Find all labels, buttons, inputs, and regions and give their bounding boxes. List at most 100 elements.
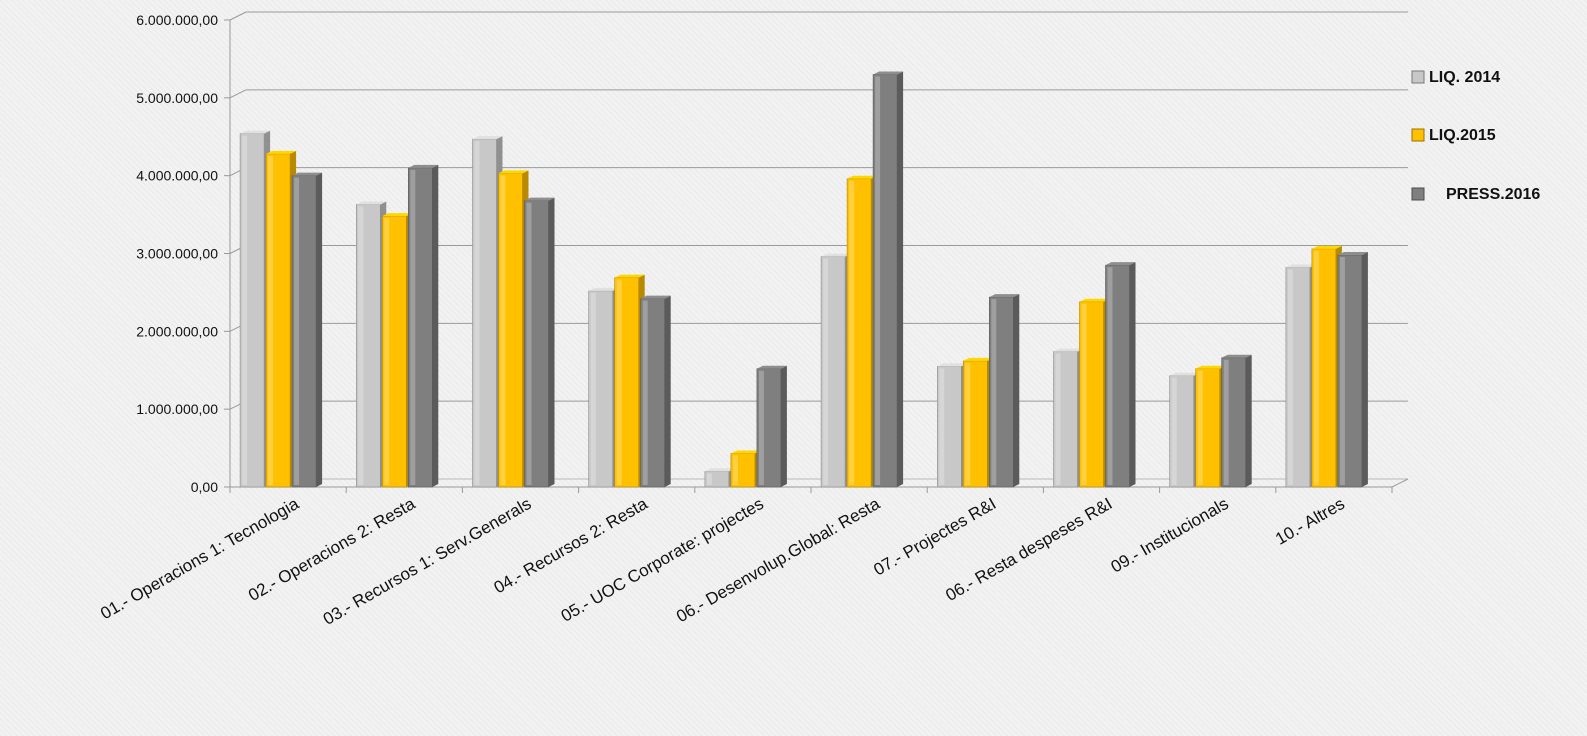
bar-highlight: [965, 362, 971, 485]
bar-highlight: [1223, 359, 1229, 485]
bar-top: [498, 170, 529, 174]
bar-highlight: [1339, 257, 1345, 485]
bar: [820, 256, 846, 488]
bar-highlight: [939, 368, 945, 485]
y-tick-label: 5.000.000,00: [136, 90, 218, 106]
bar: [1053, 351, 1078, 488]
bar-side: [664, 295, 671, 487]
legend-label: LIQ.2015: [1429, 127, 1496, 144]
bar: [1221, 357, 1246, 488]
bar-highlight: [294, 177, 300, 485]
bar-top: [408, 164, 439, 168]
bar-side: [780, 365, 787, 487]
bar-top: [524, 197, 555, 201]
bar: [355, 204, 381, 488]
bar: [1195, 368, 1220, 488]
y-tick-label: 6.000.000,00: [136, 12, 218, 28]
bar: [239, 133, 265, 488]
bar-top: [640, 295, 671, 299]
bar-top: [1079, 298, 1110, 302]
bar-highlight: [242, 135, 248, 486]
legend-swatch: [1411, 128, 1425, 142]
bar-highlight: [1287, 269, 1293, 485]
category-label: 06.- Desenvolup.Global: Resta: [673, 494, 883, 626]
bar-top: [1311, 245, 1342, 249]
bar-top: [240, 130, 271, 134]
bar: [265, 153, 291, 488]
bar-top: [821, 253, 852, 257]
bar-side: [548, 197, 555, 487]
bar-top: [847, 175, 878, 179]
y-tick-label: 4.000.000,00: [136, 168, 218, 184]
bar-highlight: [1081, 303, 1087, 485]
bar-side: [1361, 252, 1368, 487]
bar-highlight: [875, 76, 881, 485]
bar-top: [1221, 354, 1252, 358]
bar: [756, 368, 782, 488]
bar-top: [588, 287, 619, 291]
legend: LIQ. 2014 LIQ.2015 PRESS.2016: [1411, 69, 1540, 203]
bar-highlight: [1055, 353, 1061, 485]
category-label: 01.- Operacions 1: Tecnologia: [97, 494, 302, 624]
bar-highlight: [642, 300, 648, 485]
bar: [730, 453, 756, 488]
bar-side: [1245, 354, 1252, 487]
bar-top: [472, 136, 503, 140]
legend-swatch: [1411, 70, 1425, 84]
bar: [962, 360, 988, 488]
bar-top: [704, 468, 735, 472]
gridline-depth: [229, 11, 247, 21]
bar-top: [1195, 365, 1226, 369]
bar-highlight: [268, 155, 274, 485]
bar-highlight: [758, 370, 764, 485]
y-tick-label: 0,00: [191, 479, 218, 495]
bar: [640, 298, 666, 488]
bar-highlight: [823, 258, 829, 485]
bar-highlight: [1197, 370, 1203, 485]
category-label: 10.- Altres: [1272, 494, 1348, 549]
category-label: 05.- UOC Corporate: projectes: [558, 494, 767, 626]
bars: [239, 71, 1368, 488]
bar: [588, 290, 614, 488]
bar-side: [1013, 294, 1020, 487]
bar-highlight: [1313, 250, 1319, 485]
bar: [1311, 248, 1337, 488]
bar: [936, 366, 962, 488]
bar-top: [382, 213, 413, 217]
y-tick-label: 2.000.000,00: [136, 323, 218, 339]
bar-highlight: [1107, 267, 1113, 485]
bar-highlight: [500, 175, 506, 485]
bar: [614, 277, 640, 488]
legend-label: PRESS.2016: [1446, 186, 1540, 203]
category-label: 03.- Recursos 1: Serv.Generals: [320, 494, 535, 629]
bar-top: [292, 172, 323, 176]
bar-highlight: [590, 292, 596, 485]
x-tick-marks: [229, 487, 1393, 493]
bar-side: [897, 71, 904, 487]
gridline-depth: [229, 89, 247, 99]
bar: [472, 138, 497, 488]
bar: [988, 296, 1014, 488]
bar: [524, 200, 549, 488]
bar-highlight: [410, 169, 416, 485]
bar-top: [989, 294, 1020, 298]
category-label: 09.- Institucionals: [1108, 494, 1232, 577]
bar: [407, 167, 433, 488]
bar-top: [614, 274, 645, 278]
bar-highlight: [384, 218, 390, 485]
bar-highlight: [474, 141, 480, 485]
bar-top: [756, 365, 787, 369]
bar-top: [937, 363, 968, 367]
bar-highlight: [991, 299, 997, 485]
bar-highlight: [358, 206, 364, 485]
bar: [1285, 267, 1311, 488]
bar: [846, 178, 872, 488]
legend-swatch: [1411, 187, 1425, 201]
bar: [381, 215, 407, 488]
bar-highlight: [616, 279, 622, 485]
bar-highlight: [706, 473, 712, 485]
bar-top: [963, 357, 994, 361]
y-tick-labels: 0,00 1.000.000,00 2.000.000,00 3.000.000,00…: [136, 12, 230, 495]
